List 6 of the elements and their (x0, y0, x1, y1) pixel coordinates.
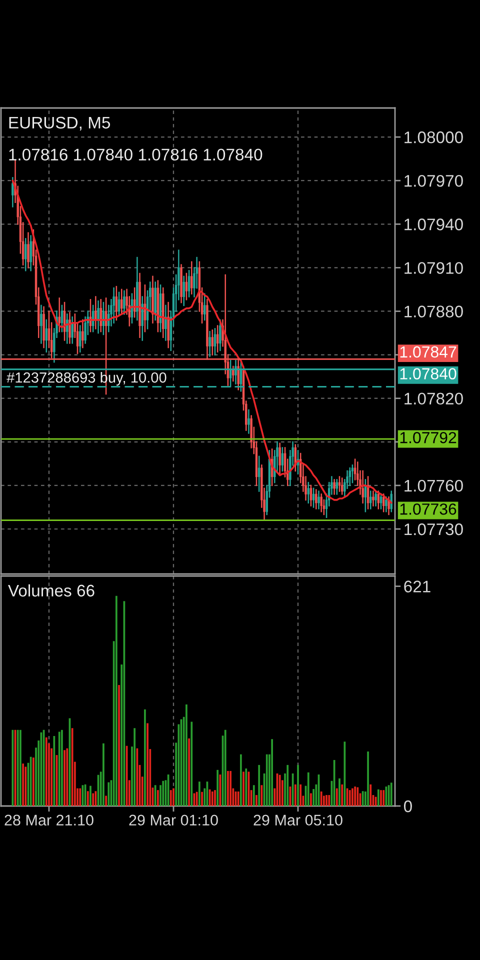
chart-title: Volumes 66 (8, 584, 94, 597)
x-tick-label: 29 Mar 05:10 (254, 814, 342, 826)
y-tick-label: 0 (404, 800, 412, 812)
x-tick-label: 29 Mar 01:10 (129, 814, 218, 826)
x-tick-label: 28 Mar 21:10 (4, 814, 94, 826)
y-tick-label: 621 (404, 580, 430, 592)
